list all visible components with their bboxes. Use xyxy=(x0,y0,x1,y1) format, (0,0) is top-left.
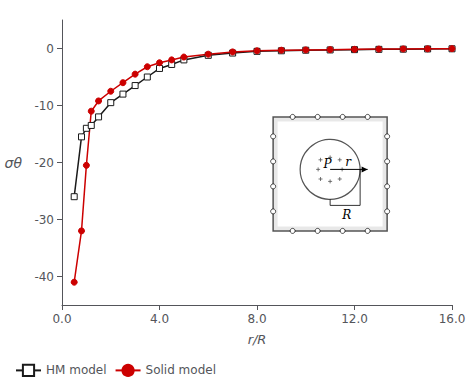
svg-text:R: R xyxy=(341,208,351,222)
svg-text:P: P xyxy=(322,157,332,171)
svg-text:σθ: σθ xyxy=(5,155,23,171)
svg-text:r: r xyxy=(345,155,352,169)
svg-text:8.0: 8.0 xyxy=(247,312,266,326)
svg-text:4.0: 4.0 xyxy=(150,312,169,326)
svg-text:HM model: HM model xyxy=(46,363,107,377)
svg-text:-20: -20 xyxy=(34,156,54,170)
svg-text:16.0: 16.0 xyxy=(439,312,466,326)
svg-text:-10: -10 xyxy=(34,99,54,113)
svg-text:r/R: r/R xyxy=(248,332,267,347)
svg-text:Solid model: Solid model xyxy=(146,363,216,377)
svg-text:12.0: 12.0 xyxy=(341,312,368,326)
svg-text:0: 0 xyxy=(46,42,54,56)
svg-text:0.0: 0.0 xyxy=(52,312,71,326)
svg-text:-30: -30 xyxy=(34,213,54,227)
svg-text:-40: -40 xyxy=(34,270,54,284)
